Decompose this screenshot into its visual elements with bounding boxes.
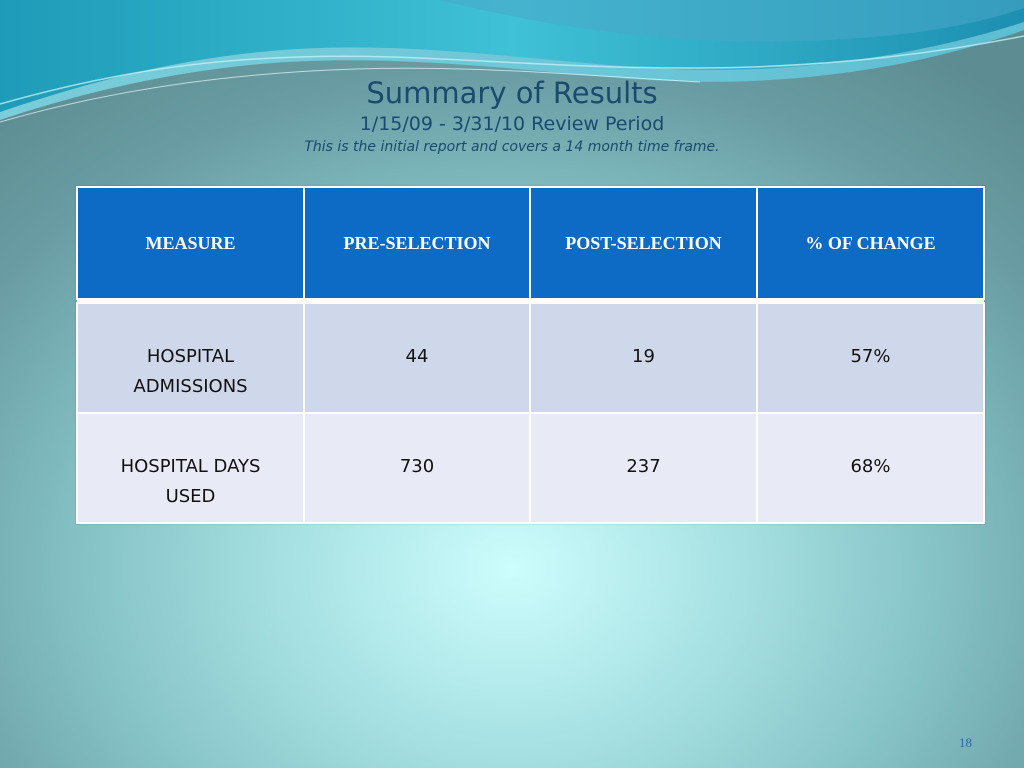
column-header-percent-change: % OF CHANGE xyxy=(756,186,985,300)
report-note: This is the initial report and covers a … xyxy=(304,139,720,155)
measure-label-line1: HOSPITAL xyxy=(146,346,235,367)
slide-title: Summary of Results xyxy=(366,76,658,110)
header-divider-cell xyxy=(77,299,984,303)
slide-page-number: 18 xyxy=(959,735,972,750)
measure-label-line1: HOSPITAL DAYS xyxy=(120,456,261,477)
results-table: MEASURE PRE-SELECTION POST-SELECTION % O… xyxy=(76,186,985,524)
column-header-pre-selection: PRE-SELECTION xyxy=(303,186,531,300)
slide-title-block: Summary of Results 1/15/09 - 3/31/10 Rev… xyxy=(0,74,1024,158)
measure-cell: HOSPITAL DAYS USED xyxy=(76,412,305,524)
post-selection-value: 237 xyxy=(529,412,758,524)
table-header-row: MEASURE PRE-SELECTION POST-SELECTION % O… xyxy=(76,186,985,300)
review-period-subtitle: 1/15/09 - 3/31/10 Review Period xyxy=(359,113,665,135)
table-row: HOSPITAL DAYS USED 730 237 68% xyxy=(76,412,985,524)
pre-selection-value: 44 xyxy=(303,302,531,414)
measure-cell: HOSPITAL ADMISSIONS xyxy=(76,302,305,414)
measure-label-line2: USED xyxy=(165,486,216,507)
percent-change-value: 68% xyxy=(756,412,985,524)
column-header-post-selection: POST-SELECTION xyxy=(529,186,758,300)
column-header-measure: MEASURE xyxy=(76,186,305,300)
pre-selection-value: 730 xyxy=(303,412,531,524)
decorative-wave-banner xyxy=(0,0,1024,123)
header-divider xyxy=(77,299,984,303)
percent-change-value: 57% xyxy=(756,302,985,414)
measure-label-line2: ADMISSIONS xyxy=(133,376,248,397)
table-row: HOSPITAL ADMISSIONS 44 19 57% xyxy=(76,302,985,414)
post-selection-value: 19 xyxy=(529,302,758,414)
